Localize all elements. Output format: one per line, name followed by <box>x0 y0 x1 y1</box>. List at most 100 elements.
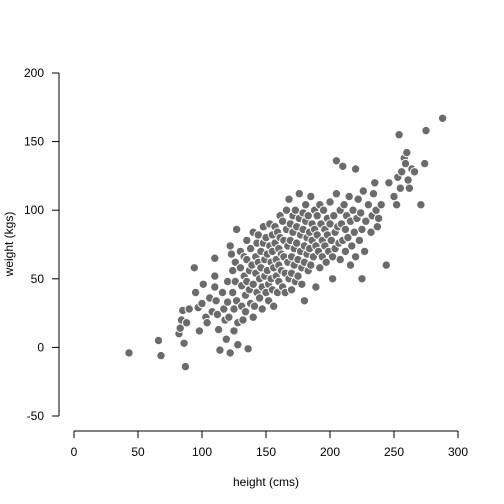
scatter-point <box>215 345 225 355</box>
scatter-point <box>397 167 407 177</box>
scatter-point <box>354 235 365 246</box>
scatter-point <box>394 130 404 140</box>
y-tick-label: 50 <box>31 272 45 286</box>
scatter-point <box>372 222 383 232</box>
y-tick-label: 200 <box>24 66 44 80</box>
scatter-point <box>156 350 166 361</box>
scatter-point <box>356 208 366 218</box>
scatter-point <box>225 241 235 251</box>
x-tick-label: 50 <box>131 445 145 459</box>
scatter-point <box>327 274 338 284</box>
scatter-point <box>376 200 386 210</box>
y-axis-ticks: -50 0 50 100 150 200 <box>24 66 59 423</box>
scatter-point <box>179 338 189 348</box>
scatter-point <box>400 158 411 169</box>
scatter-point <box>381 260 391 270</box>
scatter-point <box>437 113 448 124</box>
scatter-point <box>318 205 329 215</box>
scatter-point <box>350 252 361 262</box>
scatter-point <box>404 183 415 193</box>
scatter-point <box>290 205 301 215</box>
scatter-point <box>299 296 310 306</box>
x-tick-label: 200 <box>320 445 340 459</box>
scatter-point <box>211 296 221 306</box>
scatter-point <box>325 197 335 207</box>
scatter-point <box>249 301 260 311</box>
scatter-point <box>224 312 234 322</box>
x-tick-label: 300 <box>448 445 468 459</box>
scatter-point <box>213 324 224 335</box>
scatter-point <box>222 276 233 287</box>
scatter-point <box>248 279 258 289</box>
scatter-point <box>403 175 413 185</box>
scatter-point <box>420 158 430 169</box>
scatter-point <box>257 304 267 314</box>
scatter-point <box>315 263 325 273</box>
scatter-point <box>221 334 232 344</box>
scatter-point <box>357 224 367 235</box>
scatter-point <box>297 279 307 289</box>
scatter-point <box>312 211 322 221</box>
x-tick-label: 250 <box>384 445 404 459</box>
scatter-point <box>325 219 335 229</box>
scatter-point <box>228 265 238 276</box>
y-axis-label: weight (kgs) <box>2 212 16 278</box>
scatter-point <box>395 183 406 193</box>
scatter-point <box>231 224 242 235</box>
scatter-point <box>293 271 303 281</box>
scatter-point <box>292 238 302 248</box>
scatter-point <box>358 186 368 196</box>
scatter-point <box>303 211 313 221</box>
scatter-point <box>226 249 237 259</box>
scatter-point <box>331 156 342 166</box>
y-tick-label: 150 <box>24 135 44 149</box>
x-axis-ticks: 0 50 100 150 200 250 300 <box>71 431 468 459</box>
scatter-point <box>217 287 228 298</box>
scatter-point <box>269 301 279 311</box>
scatter-point <box>286 285 297 295</box>
scatter-point <box>370 178 380 188</box>
axes: 0 50 100 150 200 250 300 -50 0 50 100 150 200 <box>24 66 468 459</box>
scatter-point <box>228 287 238 298</box>
scatter-point <box>284 194 294 204</box>
scatter-point <box>225 348 235 358</box>
scatter-point <box>229 304 239 314</box>
x-tick-label: 100 <box>192 445 212 459</box>
scatter-point <box>361 216 371 226</box>
scatter-point <box>349 227 359 237</box>
scatter-point <box>153 335 164 346</box>
scatter-point <box>233 340 243 350</box>
scatter-point <box>210 253 220 263</box>
scatter-point <box>311 282 321 292</box>
x-axis-label: height (cms) <box>233 475 299 489</box>
scatter-point <box>190 287 201 298</box>
scatter-point <box>294 189 304 199</box>
scatter-point <box>348 205 358 215</box>
scatter-point <box>243 344 253 354</box>
scatter-point <box>197 298 207 309</box>
scatter-point <box>368 189 379 199</box>
scatter-point <box>253 230 263 240</box>
scatter-point <box>373 213 384 224</box>
x-tick-label: 150 <box>256 445 276 459</box>
scatter-point <box>212 309 223 320</box>
scatter-point <box>198 279 209 289</box>
scatter-point <box>210 271 220 281</box>
scatter-point <box>202 318 212 328</box>
scatter-point <box>248 312 258 322</box>
scatter-point <box>402 147 412 158</box>
scatter-point <box>329 211 339 221</box>
scatter-point <box>339 200 349 210</box>
scatter-point <box>254 293 265 303</box>
scatter-point <box>344 191 354 202</box>
scatter-point <box>306 191 316 202</box>
scatter-point <box>384 178 394 188</box>
scatter-point <box>245 243 256 254</box>
scatter-point <box>230 276 241 287</box>
scatter-point <box>366 227 376 237</box>
scatter-point <box>222 297 233 307</box>
scatter-point <box>181 318 192 328</box>
scatter-point <box>340 224 351 235</box>
scatter-point <box>277 216 288 226</box>
scatter-point <box>343 232 353 243</box>
